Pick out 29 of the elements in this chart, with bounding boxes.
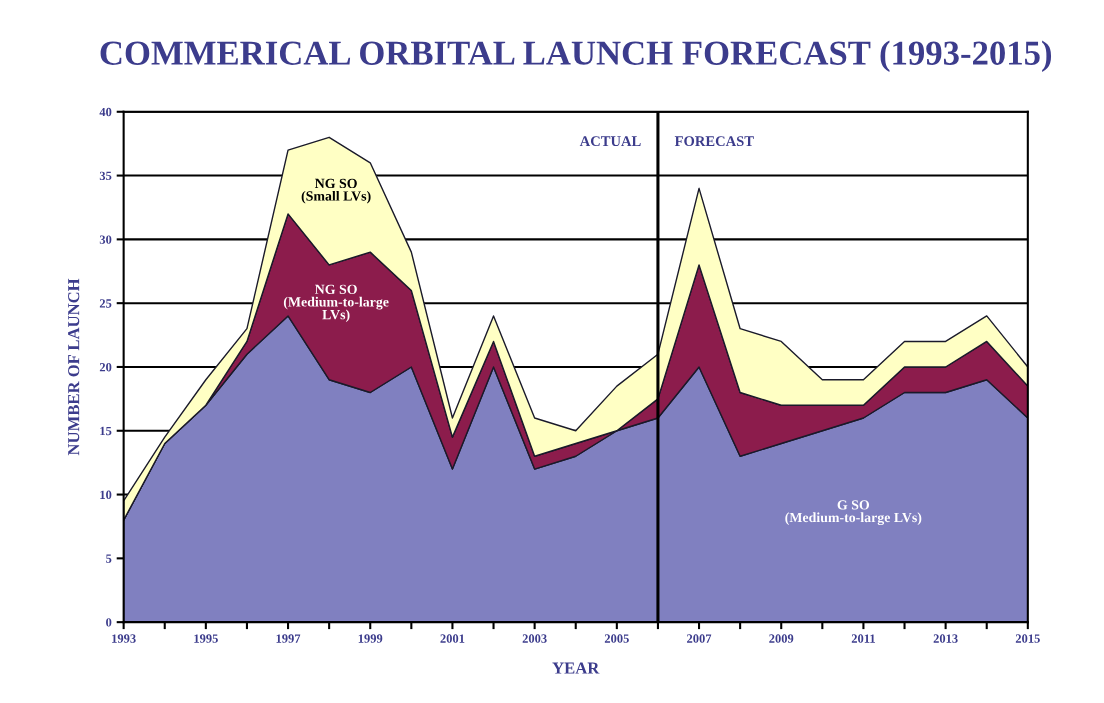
y-tick-label: 25 (99, 299, 112, 308)
x-tick-label: 1993 (112, 634, 136, 643)
y-tick-label: 30 (99, 235, 112, 244)
x-tick-label: 2011 (851, 634, 875, 643)
x-tick-label: 1997 (276, 634, 301, 643)
y-tick-label: 10 (100, 490, 112, 500)
y-tick-label: 40 (99, 107, 112, 117)
x-tick-label: 1999 (358, 634, 383, 643)
x-tick-label: 1995 (194, 634, 218, 643)
series-label: G SO (Medium-to-large LVs) (785, 500, 922, 526)
y-tick-label: 5 (106, 554, 112, 563)
y-tick-label: 35 (99, 171, 112, 181)
y-tick-label: 0 (106, 618, 112, 627)
x-tick-label: 2001 (440, 634, 465, 643)
y-tick-label: 20 (99, 362, 112, 372)
series-label: NG SO (Medium-to-large LVs) (283, 284, 389, 323)
x-tick-label: 2003 (522, 634, 547, 643)
x-tick-label: 2015 (1015, 634, 1040, 643)
y-tick-label: 15 (100, 426, 112, 436)
annotation: ACTUAL (579, 136, 641, 147)
x-tick-label: 2009 (769, 634, 794, 643)
x-tick-label: 2013 (933, 634, 958, 643)
x-tick-label: 2007 (687, 634, 712, 643)
chart-title: COMMERICAL ORBITAL LAUNCH FORECAST (1993-2015) (100, 40, 1052, 72)
x-axis-title: YEAR (552, 662, 600, 674)
series-label: NG SO (Small LVs) (301, 178, 371, 204)
annotation: FORECAST (674, 136, 754, 147)
x-tick-label: 2005 (604, 634, 629, 643)
y-axis-title: NUMBER OF LAUNCH (68, 278, 80, 456)
